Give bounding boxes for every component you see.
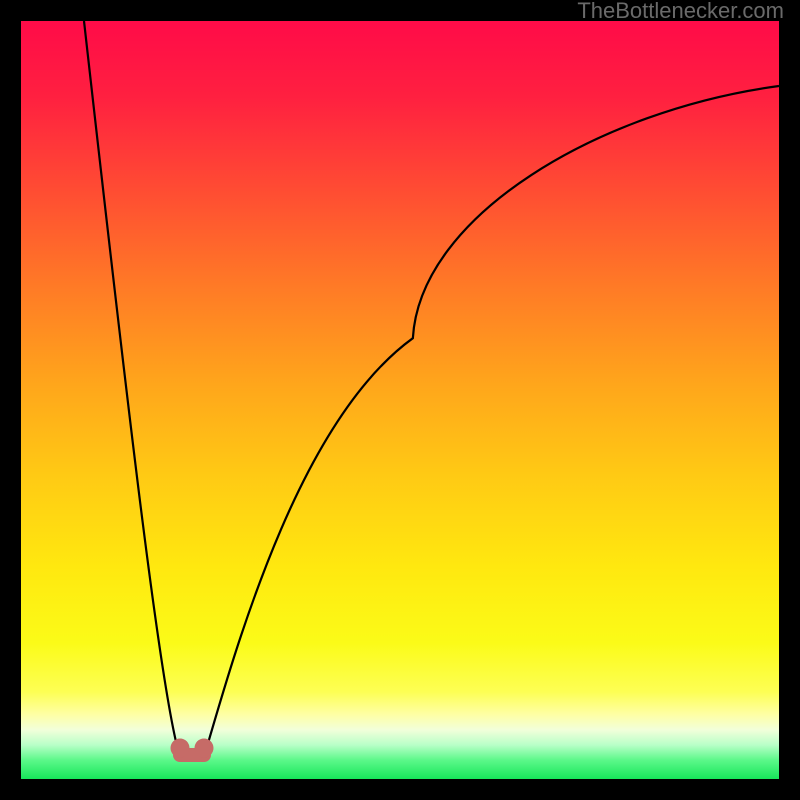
marker-dot-right [195, 739, 214, 758]
watermark-text: TheBottlenecker.com [577, 0, 784, 24]
gradient-background [21, 21, 779, 779]
marker-dot-left [171, 739, 190, 758]
chart-svg [0, 0, 800, 800]
